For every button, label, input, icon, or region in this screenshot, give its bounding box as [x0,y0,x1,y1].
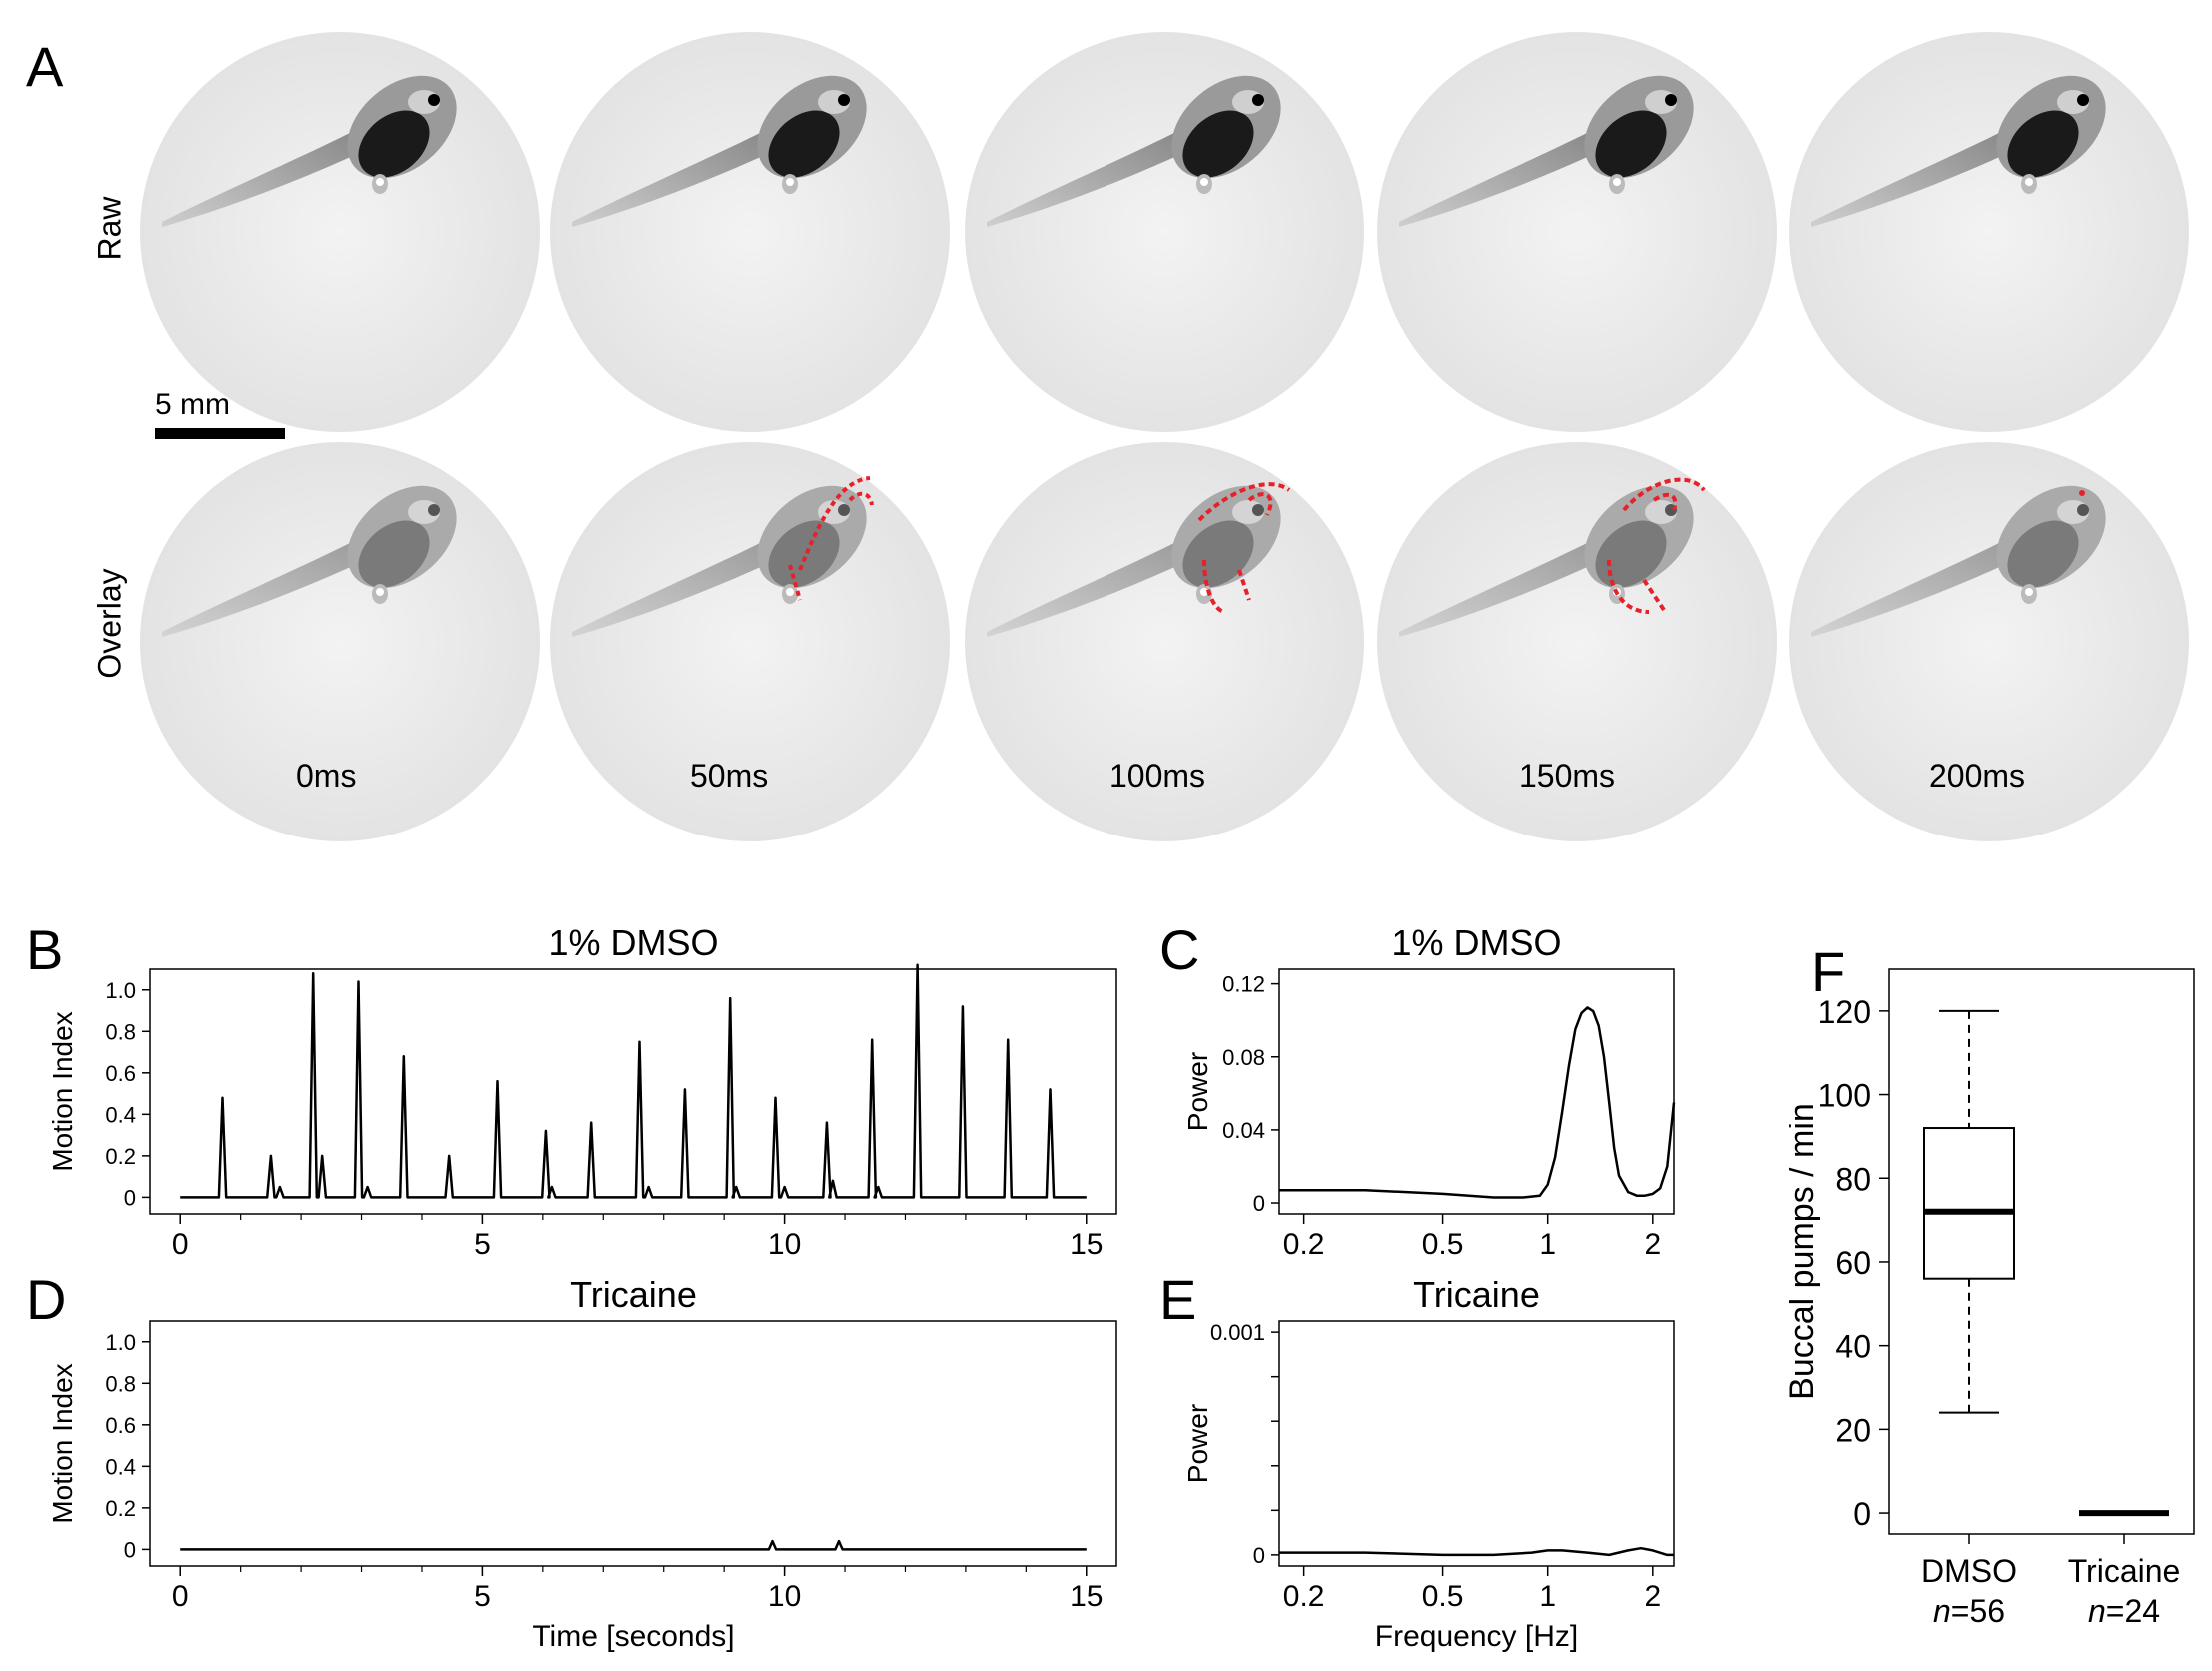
chart-e-power-tricaine: Tricaine 0 0.001 0.2 0.5 1 2 Power Frequency [Hz… [1182,1274,1675,1653]
chart-C-title: 1% DMSO [1391,929,1561,963]
chart-F-ylabel: Buccal pumps / min [1789,1103,1821,1400]
chart-C-series [1279,1006,1676,1199]
chart-f-boxplot: 0 20 40 60 80 100 120 Buccal pumps / min DMSO n=5… [1789,968,2195,1629]
chart-E-frame [1278,1320,1675,1567]
chart-D-xtick-label: 5 [474,1580,491,1613]
chart-F-n-label: n=56 [1933,1593,2005,1629]
chart-C-ytick-label: 0 [1253,1191,1265,1216]
chart-D-xtick-label: 0 [172,1580,189,1613]
chart-F-ytick-label: 0 [1853,1496,1871,1532]
chart-B-ytick-label: 0.6 [105,1061,136,1086]
chart-B-ytick-label: 1.0 [105,978,136,1003]
overlay-frame-150ms [1377,442,1777,841]
raw-frame-200ms [1789,32,2189,432]
chart-C-xtick-label: 0.5 [1422,1228,1464,1261]
chart-b-motion-dmso: 1% DMSO 0 0.2 0.4 0.6 0.8 1.0 0 5 10 15 Motion Inde… [47,929,1117,1261]
chart-D-title: Tricaine [570,1274,697,1315]
chart-B-ytick-label: 0.4 [105,1102,136,1127]
chart-C-frame [1278,968,1675,1215]
chart-B-xtick-label: 15 [1070,1228,1103,1261]
chart-F-ytick-label: 80 [1835,1161,1871,1197]
chart-E-ytick-label: 0 [1253,1543,1265,1568]
chart-c-power-dmso: 1% DMSO 0 0.04 0.08 0.12 0.2 0.5 1 2 Power [1182,929,1676,1261]
chart-F-category-label: DMSO [1921,1553,2017,1589]
chart-C-ytick-label: 0.08 [1222,1045,1265,1070]
chart-F-n-label: n=24 [2088,1593,2160,1629]
raw-frame-50ms [550,32,950,432]
panel-letter-f: F [1811,940,1846,1003]
chart-D-series [180,1539,1087,1551]
chart-C-xtick-label: 0.2 [1283,1228,1325,1261]
chart-d-motion-tricaine: Tricaine 0 0.2 0.4 0.6 0.8 1.0 0 5 10 15 Motion Ind… [47,1274,1117,1653]
chart-E-xlabel: Frequency [Hz] [1375,1620,1578,1653]
raw-frame-150ms [1377,32,1777,432]
panel-letter-b: B [26,918,64,981]
chart-F-ytick-label: 20 [1835,1412,1871,1448]
frame-time-150ms: 150ms [1519,758,1616,794]
chart-F-ytick-label: 100 [1818,1078,1871,1114]
chart-B-ytick-label: 0 [124,1185,136,1210]
frame-time-200ms: 200ms [1929,758,2026,794]
chart-C-ylabel: Power [1182,1052,1213,1131]
scale-bar-label: 5 mm [155,388,230,421]
chart-E-xtick-label: 1 [1539,1580,1556,1613]
box-iqr [1923,1127,2015,1280]
chart-D-ytick-label: 1.0 [105,1330,136,1355]
chart-E-ylabel: Power [1182,1404,1213,1483]
panel-letter-d: D [26,1268,67,1331]
chart-E-xtick-label: 2 [1644,1580,1661,1613]
chart-E-series [1279,1546,1674,1557]
chart-E-ytick-label: 0.001 [1210,1320,1265,1345]
chart-C-xtick-label: 1 [1539,1228,1556,1261]
chart-B-xtick-label: 10 [768,1228,801,1261]
chart-B-ytick-label: 0.8 [105,1019,136,1044]
chart-E-xtick-label: 0.5 [1422,1580,1464,1613]
chart-D-frame [149,1320,1117,1567]
chart-F-ytick-label: 120 [1818,994,1871,1030]
chart-B-frame [149,968,1117,1215]
raw-frame-0ms [140,32,540,432]
chart-D-ylabel: Motion Index [47,1363,78,1523]
chart-F-frame [1888,968,2195,1535]
chart-F-ytick-label: 40 [1835,1329,1871,1365]
raw-frame-100ms [965,32,1364,432]
frame-time-0ms: 0ms [296,758,357,794]
overlay-frame-50ms [550,442,950,841]
chart-D-ytick-label: 0.4 [105,1454,136,1479]
chart-D-ytick-label: 0.8 [105,1371,136,1396]
chart-B-ytick-label: 0.2 [105,1144,136,1169]
chart-C-ytick-label: 0.04 [1222,1118,1265,1143]
overlay-frame-0ms [140,442,540,841]
chart-C-xtick-label: 2 [1644,1228,1661,1261]
frame-time-50ms: 50ms [690,758,769,794]
chart-F-category-label: Tricaine [2068,1553,2181,1589]
overlay-frame-200ms [1789,442,2189,841]
chart-D-xtick-label: 15 [1070,1580,1103,1613]
overlay-frame-100ms [965,442,1364,841]
chart-B-xtick-label: 0 [172,1228,189,1261]
chart-B-ylabel: Motion Index [47,1011,78,1171]
chart-D-ytick-label: 0.6 [105,1413,136,1438]
frame-time-100ms: 100ms [1109,758,1206,794]
chart-B-title: 1% DMSO [548,929,718,963]
panel-letter-a: A [26,35,64,98]
chart-B-xtick-label: 5 [474,1228,491,1261]
chart-D-ytick-label: 0 [124,1537,136,1562]
scale-bar [155,428,285,439]
chart-D-xtick-label: 10 [768,1580,801,1613]
chart-D-ytick-label: 0.2 [105,1496,136,1521]
chart-D-xlabel: Time [seconds] [532,1620,734,1653]
panel-letter-e: E [1159,1268,1197,1331]
panel-a-images [140,32,2189,841]
chart-E-title: Tricaine [1413,1274,1540,1315]
chart-C-ytick-label: 0.12 [1222,972,1265,997]
panel-letter-c: C [1159,918,1200,981]
chart-B-series [180,963,1087,1199]
chart-E-xtick-label: 0.2 [1283,1580,1325,1613]
chart-F-ytick-label: 60 [1835,1245,1871,1281]
